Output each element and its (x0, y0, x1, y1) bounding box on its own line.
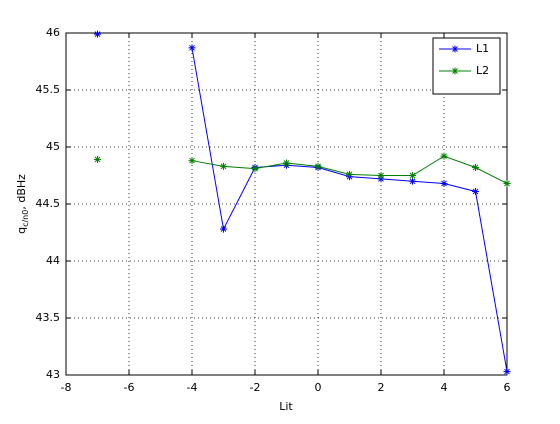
legend-marker (451, 45, 459, 53)
x-axis-label: Lit (279, 400, 293, 413)
marker-stroke (441, 180, 447, 187)
data-point (472, 164, 479, 172)
marker-stroke (504, 368, 510, 375)
marker-stroke (472, 188, 479, 195)
y-tick-label: 45 (46, 140, 60, 153)
data-point (314, 162, 322, 170)
x-tick-label: -8 (61, 381, 72, 394)
marker-stroke (189, 157, 195, 164)
data-point (472, 187, 479, 195)
axes-box (65, 32, 508, 376)
data-point (94, 156, 101, 164)
y-axis-label: qc/n0, dBHz (15, 174, 30, 234)
y-tick-label: 44.5 (36, 197, 61, 210)
x-tick-label: -2 (250, 381, 261, 394)
marker-stroke (504, 180, 510, 187)
y-tick-label: 43 (46, 368, 60, 381)
data-point (409, 172, 416, 179)
data-point (220, 225, 227, 233)
data-point (283, 159, 290, 167)
data-point (220, 162, 227, 170)
y-tick-label: 46 (46, 26, 60, 39)
x-tick-label: -6 (124, 381, 135, 394)
legend-marker (451, 67, 459, 75)
legend-label: L2 (476, 64, 489, 77)
marker-stroke (94, 31, 101, 37)
marker-stroke (409, 172, 416, 179)
marker-stroke (220, 226, 227, 232)
y-tick-label: 44 (46, 254, 60, 267)
legend-box (432, 37, 501, 95)
x-tick-label: 6 (504, 381, 511, 394)
marker-stroke (452, 68, 458, 74)
marker-stroke (315, 163, 321, 170)
x-tick-label: -4 (187, 381, 198, 394)
marker-stroke (283, 160, 290, 166)
data-point (503, 179, 511, 187)
marker-stroke (441, 153, 447, 159)
data-point (251, 165, 259, 173)
y-label-main: q (15, 227, 28, 234)
x-tick-label: 0 (315, 381, 322, 394)
data-point (188, 157, 196, 165)
y-label-rest: , dBHz (15, 174, 28, 210)
data-point (346, 170, 353, 178)
marker-stroke (452, 46, 458, 52)
marker-stroke (94, 156, 101, 163)
marker-stroke (346, 171, 353, 178)
marker-stroke (252, 165, 258, 172)
marker-stroke (378, 172, 384, 179)
marker-stroke (409, 178, 416, 185)
marker-stroke (189, 44, 195, 51)
marker-stroke (472, 164, 479, 171)
legend-label: L1 (476, 42, 489, 55)
data-point (503, 368, 511, 376)
marker-stroke (220, 163, 227, 170)
x-tick-label: 2 (378, 381, 385, 394)
data-point (94, 30, 101, 38)
y-label-sub: c/n0 (21, 210, 30, 227)
x-tick-label: 4 (441, 381, 448, 394)
data-point (188, 44, 196, 52)
y-tick-label: 45.5 (36, 83, 61, 96)
data-point (409, 177, 416, 185)
y-tick-label: 43.5 (36, 311, 61, 324)
data-point (440, 152, 448, 160)
data-point (377, 172, 385, 179)
data-point (440, 179, 448, 187)
